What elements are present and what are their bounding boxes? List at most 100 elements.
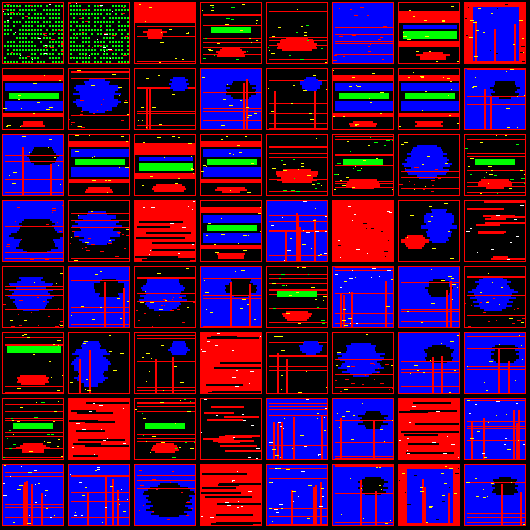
game-tile (200, 398, 262, 460)
game-frame (267, 267, 327, 327)
game-frame (201, 399, 261, 459)
game-tile (2, 332, 64, 394)
game-tile (398, 332, 460, 394)
game-frame (333, 69, 393, 129)
game-frame (201, 135, 261, 195)
game-tile (332, 398, 394, 460)
game-frame (267, 135, 327, 195)
game-frame (465, 399, 525, 459)
game-tile (68, 2, 130, 64)
game-frame (3, 465, 63, 525)
game-frame (267, 3, 327, 63)
game-frame (135, 399, 195, 459)
game-tile (200, 266, 262, 328)
game-frame (201, 3, 261, 63)
game-frame (69, 267, 129, 327)
game-tile (464, 68, 526, 130)
game-frame (465, 201, 525, 261)
game-tile (134, 266, 196, 328)
game-frame (333, 135, 393, 195)
game-tile (332, 134, 394, 196)
game-frame (3, 333, 63, 393)
game-tile (200, 332, 262, 394)
game-tile (134, 464, 196, 526)
game-frame (399, 333, 459, 393)
game-tile (464, 332, 526, 394)
game-tile (134, 332, 196, 394)
game-tile (398, 68, 460, 130)
game-frame (399, 69, 459, 129)
game-tile (2, 398, 64, 460)
game-tile (266, 464, 328, 526)
game-tile (134, 2, 196, 64)
game-frame (135, 267, 195, 327)
game-frame (465, 333, 525, 393)
game-frame (135, 333, 195, 393)
game-frame (399, 399, 459, 459)
game-frame (399, 465, 459, 525)
game-tile (464, 398, 526, 460)
game-tile (2, 266, 64, 328)
game-tile (398, 134, 460, 196)
game-frame (267, 201, 327, 261)
game-frame (201, 267, 261, 327)
game-tile (2, 2, 64, 64)
game-frame (3, 69, 63, 129)
game-tile (68, 464, 130, 526)
game-tile (332, 464, 394, 526)
game-tile (464, 134, 526, 196)
game-frame (69, 399, 129, 459)
game-frame (465, 267, 525, 327)
game-frame (267, 399, 327, 459)
game-tile (398, 398, 460, 460)
game-frame (201, 465, 261, 525)
game-tile (200, 464, 262, 526)
game-tile (266, 332, 328, 394)
game-frame (69, 135, 129, 195)
game-frame (267, 465, 327, 525)
game-tile (332, 200, 394, 262)
game-tile (2, 134, 64, 196)
game-tile (266, 200, 328, 262)
game-tile (266, 2, 328, 64)
game-tile (266, 68, 328, 130)
game-frame (267, 69, 327, 129)
game-frame (135, 465, 195, 525)
game-tile (134, 68, 196, 130)
game-tile (134, 200, 196, 262)
game-frame (135, 3, 195, 63)
game-frame (69, 69, 129, 129)
game-tile (332, 68, 394, 130)
game-frame (201, 69, 261, 129)
game-frame (333, 267, 393, 327)
game-frame (333, 3, 393, 63)
game-frame (333, 333, 393, 393)
game-tile (200, 200, 262, 262)
game-frame (399, 3, 459, 63)
game-tile (266, 266, 328, 328)
game-frame (465, 135, 525, 195)
game-tile (398, 464, 460, 526)
game-tile (2, 200, 64, 262)
game-frame (201, 201, 261, 261)
game-frame (267, 333, 327, 393)
game-tile (200, 134, 262, 196)
game-frame (333, 465, 393, 525)
game-tile (332, 266, 394, 328)
game-frame (465, 465, 525, 525)
game-tile (464, 200, 526, 262)
game-tile (464, 266, 526, 328)
game-frame (69, 201, 129, 261)
game-frame (3, 201, 63, 261)
game-frame (333, 399, 393, 459)
game-frame (135, 69, 195, 129)
game-tile (266, 398, 328, 460)
game-tile (134, 134, 196, 196)
game-frame (3, 135, 63, 195)
game-tile (464, 2, 526, 64)
game-frame (201, 333, 261, 393)
game-frame (69, 3, 129, 63)
game-tile (464, 464, 526, 526)
game-tile (332, 2, 394, 64)
game-tile (68, 200, 130, 262)
